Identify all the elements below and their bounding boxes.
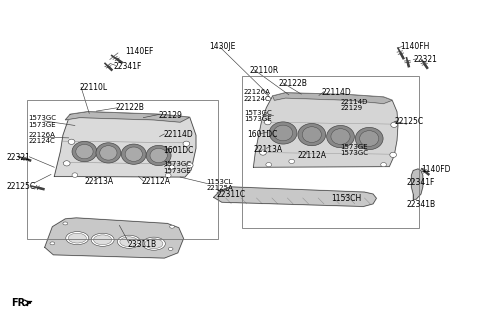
Text: FR.: FR. (11, 298, 29, 308)
Text: 22114D: 22114D (322, 88, 351, 97)
Ellipse shape (169, 225, 174, 228)
Polygon shape (253, 93, 398, 167)
Ellipse shape (68, 233, 86, 243)
Text: 22125C: 22125C (6, 182, 36, 191)
Ellipse shape (120, 237, 138, 247)
Polygon shape (45, 218, 183, 258)
Text: 1573GE
1573GC: 1573GE 1573GC (340, 144, 369, 156)
Ellipse shape (100, 146, 117, 160)
Text: 1573GC
1573GE: 1573GC 1573GE (28, 115, 57, 128)
Text: 22112A: 22112A (298, 151, 326, 160)
Text: 22129: 22129 (158, 111, 182, 119)
Text: 22321: 22321 (413, 55, 437, 64)
Text: 1601DC: 1601DC (247, 130, 277, 139)
Text: 1153CL
22125A: 1153CL 22125A (206, 179, 233, 192)
Ellipse shape (260, 150, 266, 155)
Text: 22341B: 22341B (407, 200, 436, 209)
Ellipse shape (360, 131, 379, 146)
Ellipse shape (125, 147, 143, 161)
Text: 22110L: 22110L (80, 83, 108, 92)
Ellipse shape (381, 163, 386, 167)
Bar (27, 100, 218, 239)
Ellipse shape (183, 141, 190, 146)
Ellipse shape (391, 122, 397, 127)
Ellipse shape (264, 120, 271, 125)
Ellipse shape (169, 165, 175, 170)
Text: 22311C: 22311C (216, 190, 245, 198)
Text: 22113A: 22113A (84, 177, 114, 186)
Ellipse shape (63, 222, 68, 225)
Ellipse shape (168, 247, 173, 250)
Ellipse shape (96, 143, 121, 163)
Ellipse shape (91, 233, 114, 246)
Text: 1140FH: 1140FH (400, 42, 430, 51)
Text: 22126A
22124C: 22126A 22124C (244, 89, 271, 102)
Polygon shape (273, 93, 392, 104)
Polygon shape (54, 112, 196, 177)
Ellipse shape (274, 125, 293, 141)
Text: 22125C: 22125C (394, 117, 423, 126)
Ellipse shape (66, 232, 89, 245)
Ellipse shape (326, 125, 354, 148)
Text: 22113A: 22113A (253, 145, 283, 154)
Ellipse shape (94, 235, 112, 245)
Text: 22341F: 22341F (407, 178, 435, 187)
Ellipse shape (145, 239, 163, 249)
Ellipse shape (266, 163, 272, 167)
Ellipse shape (63, 161, 70, 166)
Text: 1601DC: 1601DC (163, 146, 194, 155)
Ellipse shape (150, 148, 167, 163)
Text: 22122B: 22122B (278, 78, 307, 88)
Text: 1140EF: 1140EF (125, 47, 154, 56)
Text: 22126A
22124C: 22126A 22124C (28, 132, 55, 144)
Text: 22112A: 22112A (142, 177, 171, 186)
Ellipse shape (355, 127, 383, 150)
Text: 1153CH: 1153CH (331, 195, 361, 203)
Ellipse shape (146, 145, 171, 166)
Polygon shape (65, 112, 190, 122)
Ellipse shape (118, 235, 141, 248)
Ellipse shape (76, 144, 93, 159)
Ellipse shape (121, 144, 146, 164)
Bar (242, 76, 420, 228)
Ellipse shape (72, 173, 78, 177)
Polygon shape (411, 169, 423, 199)
Polygon shape (214, 187, 376, 206)
Text: 15T3GC
1573GE: 15T3GC 1573GE (244, 110, 272, 122)
Text: 1430JE: 1430JE (209, 42, 235, 51)
Ellipse shape (143, 237, 165, 250)
Text: 23311B: 23311B (128, 239, 156, 249)
Text: 1573GC
1573GE: 1573GC 1573GE (163, 161, 192, 174)
Text: 22114D
22129: 22114D 22129 (340, 99, 368, 112)
Ellipse shape (68, 139, 75, 144)
Ellipse shape (50, 242, 55, 245)
Ellipse shape (165, 173, 171, 178)
Text: 22321: 22321 (6, 153, 30, 162)
Ellipse shape (298, 124, 325, 146)
Ellipse shape (269, 122, 297, 144)
Ellipse shape (331, 129, 350, 144)
Text: 22122B: 22122B (116, 103, 144, 112)
Ellipse shape (289, 159, 295, 164)
Text: 22341F: 22341F (113, 62, 142, 71)
Ellipse shape (72, 141, 97, 162)
Ellipse shape (186, 163, 193, 168)
Text: 22110R: 22110R (250, 66, 279, 75)
Text: 22114D: 22114D (163, 130, 193, 139)
Text: 1140FD: 1140FD (421, 165, 450, 174)
Ellipse shape (390, 152, 396, 157)
Ellipse shape (302, 127, 322, 142)
